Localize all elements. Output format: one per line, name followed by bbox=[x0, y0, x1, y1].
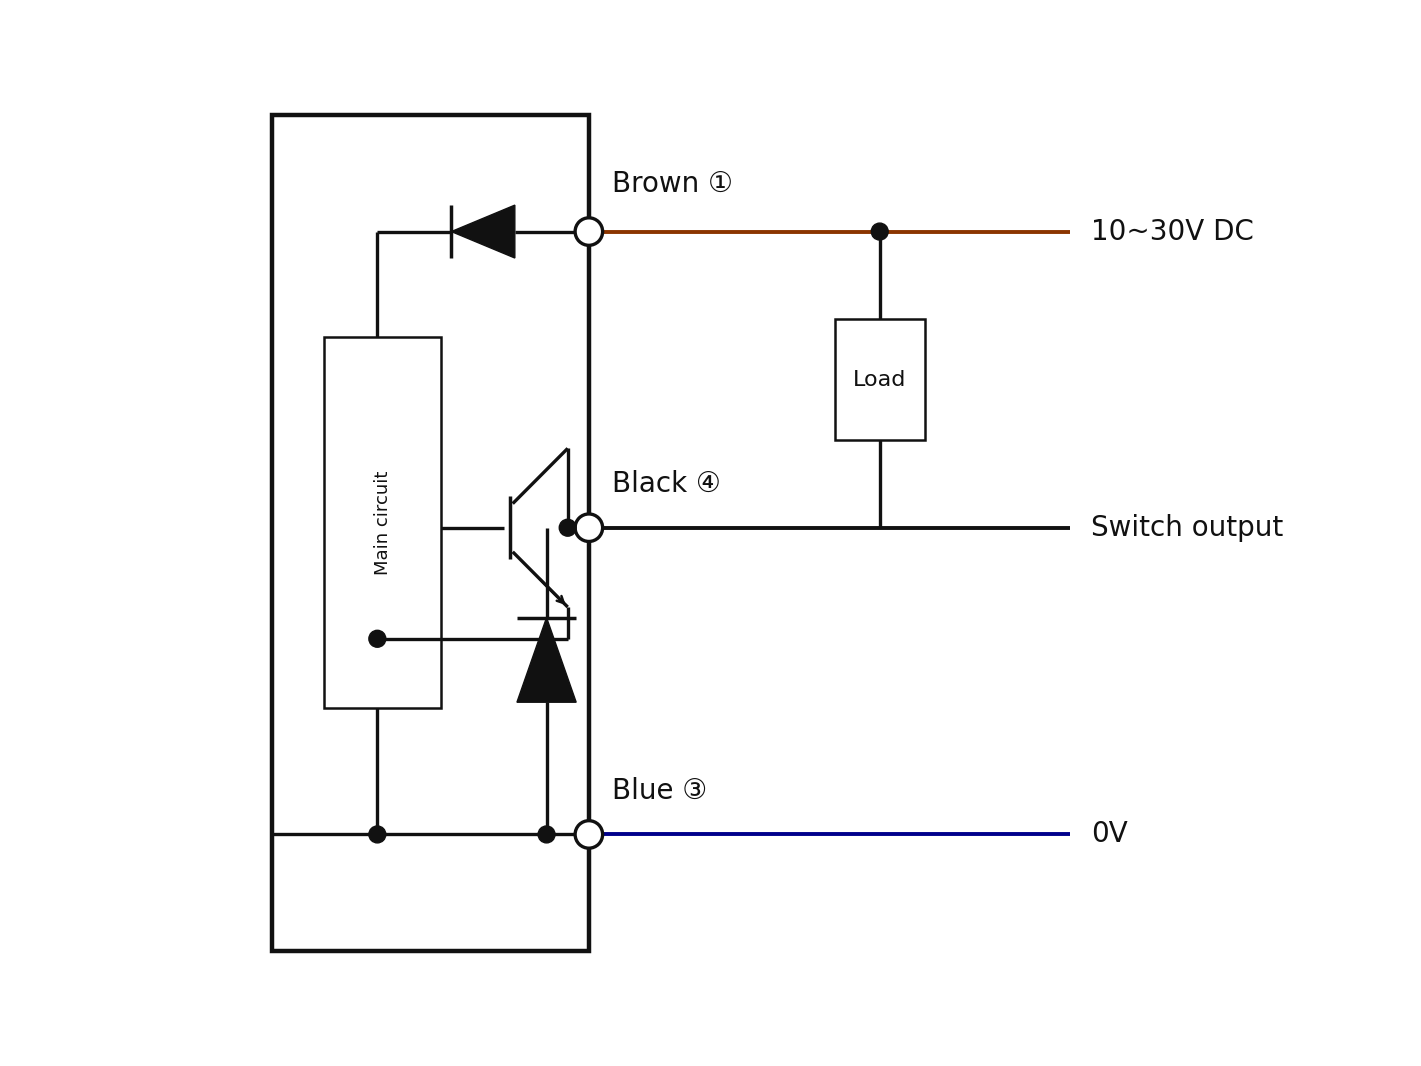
Polygon shape bbox=[517, 617, 576, 702]
Text: 0V: 0V bbox=[1091, 821, 1128, 849]
Text: Switch output: Switch output bbox=[1091, 514, 1283, 542]
Circle shape bbox=[369, 630, 385, 647]
Text: Black ④: Black ④ bbox=[612, 470, 720, 498]
Circle shape bbox=[576, 821, 603, 849]
Circle shape bbox=[539, 826, 556, 843]
Polygon shape bbox=[452, 205, 514, 258]
Bar bbox=[271, 115, 588, 951]
Text: Load: Load bbox=[853, 370, 907, 390]
Bar bbox=[834, 319, 925, 440]
Text: 10~30V DC: 10~30V DC bbox=[1091, 217, 1255, 245]
Circle shape bbox=[871, 223, 888, 240]
Circle shape bbox=[560, 519, 576, 536]
Circle shape bbox=[369, 826, 385, 843]
Text: Main circuit: Main circuit bbox=[374, 470, 392, 575]
Circle shape bbox=[576, 217, 603, 245]
Bar bbox=[324, 337, 441, 708]
Text: Blue ③: Blue ③ bbox=[612, 777, 708, 805]
Text: Brown ①: Brown ① bbox=[612, 169, 733, 197]
Circle shape bbox=[576, 514, 603, 542]
